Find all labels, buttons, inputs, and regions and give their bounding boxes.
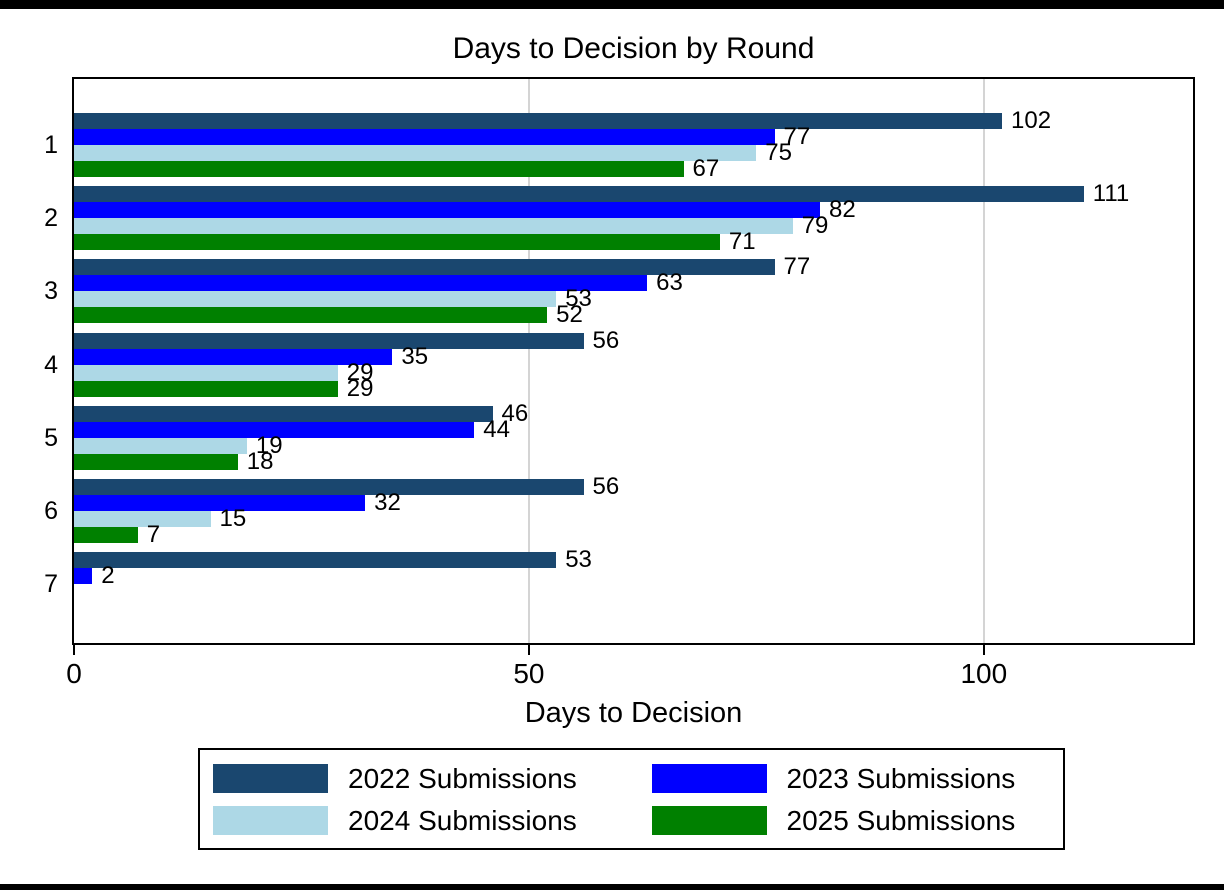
bar-round5-2022	[74, 405, 493, 422]
bar-value-label: 56	[592, 326, 620, 354]
bar-value-label: 32	[374, 488, 401, 516]
bar-value-label: 77	[783, 123, 811, 150]
bar-round6-2023	[74, 494, 366, 511]
bar-value-label: 2	[101, 562, 115, 589]
bar-value-label: 71	[728, 228, 756, 256]
bar-round1-2024	[74, 145, 757, 161]
bar-round3-2025	[74, 307, 548, 324]
bar-value-label: 67	[692, 155, 720, 182]
chart-title: Days to Decision by Round	[452, 32, 815, 65]
bar-value-label: 82	[829, 196, 856, 224]
bar-value-label: 79	[801, 212, 829, 240]
legend-entry: 2022 Submissions	[200, 762, 632, 794]
bar-round4-2022	[74, 332, 584, 349]
plot-area: 102 77 75 67 111 82 79 71 77 63 53 52 56 35 29 29 46 44 19…	[74, 79, 1193, 643]
bar-value-label: 44	[483, 415, 510, 443]
x-axis-tick-label-50: 50	[513, 658, 545, 689]
bar-value-label: 52	[556, 301, 583, 329]
bar-value-label: 77	[783, 253, 811, 281]
bottom-black-bar	[0, 884, 1224, 890]
bar-round1-2023	[74, 129, 775, 145]
bar-round2-2022	[74, 186, 1084, 203]
bar-round4-2023	[74, 348, 393, 365]
y-axis-label-4: 4	[44, 350, 58, 379]
bar-value-label: 53	[565, 285, 592, 313]
y-axis-label-7: 7	[44, 570, 58, 598]
y-axis-label-3: 3	[44, 277, 58, 306]
bar-round3-2023	[74, 275, 648, 292]
bar-value-label: 53	[565, 546, 592, 573]
bar-round4-2024	[74, 364, 338, 381]
bar-value-label: 35	[401, 342, 429, 370]
y-axis-label-2: 2	[44, 204, 58, 233]
legend-swatch-icon	[651, 763, 767, 793]
bar-value-label: 7	[146, 520, 161, 548]
y-axis-label-1: 1	[44, 131, 58, 159]
bar-round5-2023	[74, 421, 475, 438]
bar-value-label: 102	[1011, 107, 1052, 134]
x-axis-tick-100	[982, 645, 985, 655]
bar-round3-2024	[74, 291, 557, 308]
x-axis-tick-0	[73, 645, 75, 655]
x-axis-tick-label-100: 100	[960, 658, 1008, 689]
legend-label: 2022 Submissions	[348, 762, 577, 794]
bar-round6-2024	[74, 510, 211, 527]
bar-round1-2022	[74, 113, 1002, 129]
bar-round1-2025	[74, 161, 684, 177]
bar-value-label: 19	[255, 431, 283, 459]
bar-round4-2025	[74, 380, 338, 397]
bar-round7-2022	[74, 552, 557, 568]
bar-value-label: 29	[346, 358, 374, 386]
y-axis-label-5: 5	[44, 423, 58, 452]
x-axis-tick-50	[527, 645, 530, 655]
gridline-x50	[527, 79, 530, 643]
bar-value-label: 63	[656, 269, 683, 297]
legend-entry: 2025 Submissions	[632, 804, 1064, 836]
bar-value-label: 56	[592, 472, 620, 500]
bar-value-label: 46	[501, 399, 529, 427]
bar-round3-2022	[74, 259, 775, 276]
bar-value-label: 75	[765, 139, 792, 166]
x-axis-tick-label-0: 0	[66, 658, 82, 689]
plot-frame: 102 77 75 67 111 82 79 71 77 63 53 52 56 35 29 29 46 44 19…	[72, 77, 1195, 645]
legend-label: 2025 Submissions	[786, 804, 1016, 836]
bar-round2-2024	[74, 218, 793, 235]
gridline-x100	[982, 79, 985, 643]
bar-round5-2024	[74, 437, 247, 454]
legend-entry: 2023 Submissions	[632, 762, 1064, 794]
legend-swatch-icon	[651, 805, 767, 835]
bar-round2-2023	[74, 202, 820, 219]
top-black-bar	[0, 0, 1224, 9]
bar-round2-2025	[74, 234, 720, 251]
bar-round7-2023	[74, 568, 93, 584]
bar-value-label: 15	[219, 504, 247, 532]
x-axis-title: Days to Decision	[524, 697, 743, 729]
legend-swatch-icon	[213, 763, 328, 793]
bar-round6-2025	[74, 526, 138, 543]
bar-round5-2025	[74, 453, 238, 470]
bar-value-label: 111	[1092, 180, 1130, 208]
legend-label: 2024 Submissions	[348, 804, 577, 836]
y-axis-label-6: 6	[44, 496, 58, 525]
legend-label: 2023 Submissions	[786, 762, 1016, 794]
legend-entry: 2024 Submissions	[200, 804, 632, 836]
bar-round6-2022	[74, 478, 584, 495]
bar-value-label: 29	[346, 374, 374, 402]
bar-value-label: 18	[246, 447, 274, 475]
legend: 2022 Submissions 2023 Submissions 2024 Sub…	[198, 748, 1065, 850]
legend-swatch-icon	[213, 805, 328, 835]
